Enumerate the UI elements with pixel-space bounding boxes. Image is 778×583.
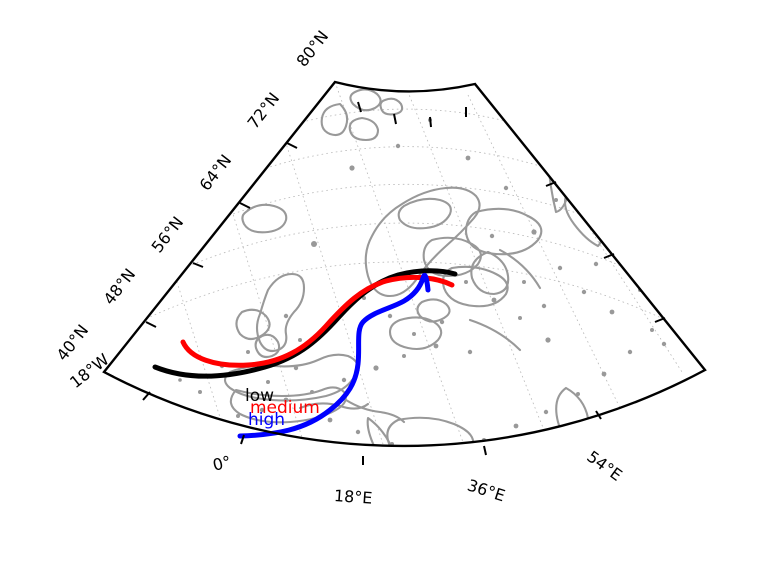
legend-item-medium: medium: [250, 398, 320, 418]
legend-item-high: high: [248, 410, 286, 430]
trajectory-medium: [180, 274, 455, 368]
lon-label-18e: 18°E: [333, 486, 374, 508]
map-frame: [102, 80, 707, 448]
trajectory-layer: [152, 268, 458, 439]
legend-item-low: low: [245, 386, 275, 406]
trajectory-low: [152, 268, 458, 379]
coastlines: [223, 88, 603, 446]
map-face: [104, 82, 705, 446]
trajectory-high: [237, 273, 431, 439]
axis-ticks: [103, 101, 666, 465]
